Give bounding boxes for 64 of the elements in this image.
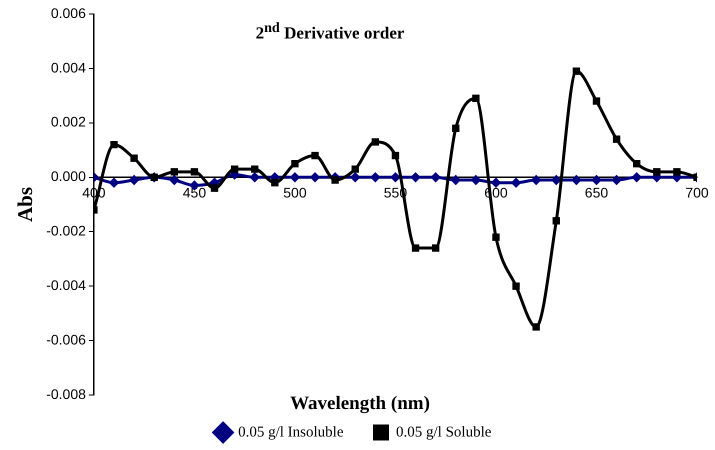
- point: [511, 178, 522, 188]
- point: [492, 233, 500, 241]
- point: [472, 94, 480, 102]
- point: [673, 168, 681, 176]
- legend-label: 0.05 g/l Insoluble: [238, 424, 344, 440]
- point: [250, 172, 260, 182]
- point: [210, 184, 218, 192]
- point: [291, 160, 299, 168]
- y-tick-label: -0.004: [46, 277, 86, 293]
- point: [531, 175, 542, 186]
- point: [392, 152, 400, 160]
- point: [251, 165, 258, 173]
- point: [632, 172, 642, 182]
- y-axis-title: Abs: [13, 186, 38, 222]
- y-tick-label: 0.004: [50, 59, 86, 76]
- point: [571, 175, 582, 186]
- text: 2$^{nd}$ Derivative order: [254, 20, 406, 44]
- x-axis-title: Wavelength (nm): [289, 393, 431, 415]
- point: [290, 172, 300, 182]
- point: [430, 172, 441, 182]
- legend-label: 0.05 g/l Soluble: [396, 424, 492, 440]
- x-tick-label: 650: [584, 184, 608, 201]
- point: [331, 176, 339, 184]
- point: [591, 175, 602, 186]
- point: [452, 124, 460, 132]
- point: [653, 168, 660, 176]
- point: [170, 168, 178, 176]
- y-tick-label: 0.002: [50, 114, 86, 130]
- point: [352, 165, 359, 173]
- point: [130, 154, 138, 162]
- point: [390, 172, 400, 182]
- x-tick-label: 450: [182, 184, 206, 201]
- point: [512, 282, 520, 290]
- point: [612, 136, 620, 143]
- y-tick-label: -0.002: [46, 222, 86, 239]
- point: [410, 172, 421, 182]
- point: [412, 244, 420, 252]
- point: [470, 175, 481, 186]
- point: [572, 67, 580, 75]
- point: [271, 179, 279, 186]
- x-tick-label: 500: [283, 184, 307, 201]
- point: [450, 175, 461, 186]
- point: [169, 175, 180, 186]
- point: [432, 244, 440, 252]
- point: [532, 323, 540, 331]
- x-tick-label: 700: [685, 184, 709, 201]
- point: [129, 175, 140, 186]
- y-tick-label: -0.006: [46, 331, 86, 348]
- point: [110, 140, 118, 148]
- y-tick-label: 0.000: [50, 168, 86, 184]
- point: [612, 175, 622, 186]
- point: [633, 160, 640, 168]
- point: [372, 138, 380, 146]
- y-tick-label: 0.006: [50, 4, 86, 21]
- point: [230, 165, 238, 173]
- y-tick-label: -0.008: [46, 386, 86, 402]
- point: [311, 152, 319, 160]
- point: [190, 168, 198, 176]
- point: [109, 178, 119, 188]
- point: [310, 172, 320, 182]
- point: [592, 97, 600, 105]
- point: [350, 172, 360, 182]
- point: [370, 172, 380, 182]
- point: [552, 217, 560, 225]
